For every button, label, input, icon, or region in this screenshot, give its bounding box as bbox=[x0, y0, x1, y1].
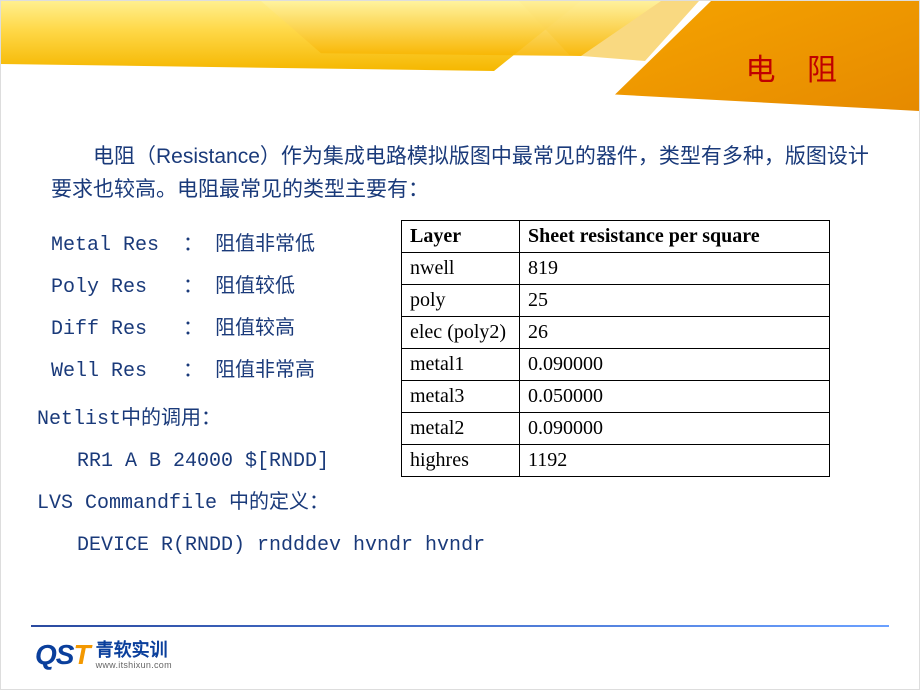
type-desc: 阻值非常高 bbox=[215, 360, 315, 383]
table-row: metal10.090000 bbox=[402, 349, 830, 381]
footer-divider bbox=[31, 625, 889, 627]
table-row: elec (poly2)26 bbox=[402, 317, 830, 349]
lvs-label: LVS Commandfile 中的定义： bbox=[37, 483, 397, 525]
resistor-types-list: Metal Res ： 阻值非常低 Poly Res ： 阻值较低 Diff R… bbox=[51, 225, 391, 393]
lvs-line: DEVICE R(RNDD) rndddev hvndr hvndr bbox=[37, 525, 397, 567]
table-row: metal20.090000 bbox=[402, 413, 830, 445]
sheet-resistance-table: Layer Sheet resistance per square nwell8… bbox=[401, 220, 830, 477]
type-name: Well Res bbox=[51, 360, 159, 383]
col-layer: Layer bbox=[402, 221, 520, 253]
table-header-row: Layer Sheet resistance per square bbox=[402, 221, 830, 253]
code-samples: Netlist中的调用： RR1 A B 24000 $[RNDD] LVS C… bbox=[37, 399, 397, 567]
logo-mark: QST bbox=[35, 639, 90, 671]
logo-cn: 青软实训 bbox=[96, 641, 172, 659]
table-row: metal30.050000 bbox=[402, 381, 830, 413]
type-row: Well Res ： 阻值非常高 bbox=[51, 351, 391, 393]
intro-paragraph: 电阻（Resistance）作为集成电路模拟版图中最常见的器件，类型有多种，版图… bbox=[51, 141, 881, 206]
slide: 电 阻 电阻（Resistance）作为集成电路模拟版图中最常见的器件，类型有多… bbox=[0, 0, 920, 690]
type-row: Diff Res ： 阻值较高 bbox=[51, 309, 391, 351]
table-row: highres1192 bbox=[402, 445, 830, 477]
type-name: Diff Res bbox=[51, 318, 159, 341]
type-row: Poly Res ： 阻值较低 bbox=[51, 267, 391, 309]
type-desc: 阻值较低 bbox=[215, 276, 295, 299]
type-name: Poly Res bbox=[51, 276, 159, 299]
type-name: Metal Res bbox=[51, 234, 159, 257]
type-desc: 阻值较高 bbox=[215, 318, 295, 341]
table-row: nwell819 bbox=[402, 253, 830, 285]
slide-title: 电 阻 bbox=[746, 45, 850, 89]
netlist-line: RR1 A B 24000 $[RNDD] bbox=[37, 441, 397, 483]
type-row: Metal Res ： 阻值非常低 bbox=[51, 225, 391, 267]
type-desc: 阻值非常低 bbox=[215, 234, 315, 257]
col-sheet-res: Sheet resistance per square bbox=[520, 221, 830, 253]
footer-logo: QST 青软实训 www.itshixun.com bbox=[35, 639, 172, 671]
netlist-label: Netlist中的调用： bbox=[37, 399, 397, 441]
table-row: poly25 bbox=[402, 285, 830, 317]
logo-url: www.itshixun.com bbox=[96, 661, 172, 670]
